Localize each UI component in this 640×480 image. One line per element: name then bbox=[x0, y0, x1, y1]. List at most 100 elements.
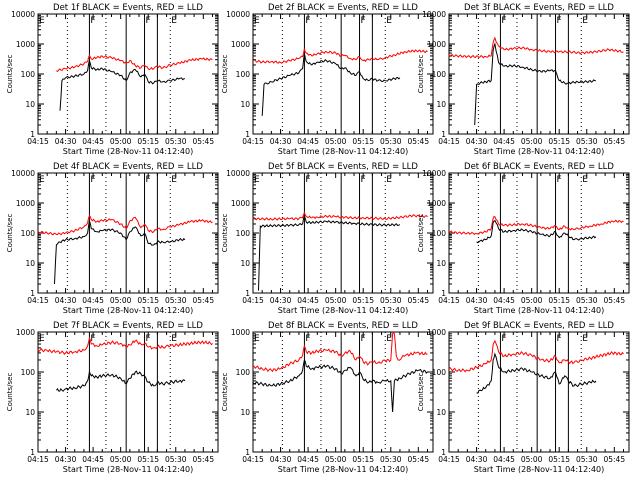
y-tick-label: 1000 bbox=[427, 199, 446, 208]
events-series-line bbox=[474, 42, 596, 126]
x-tick-label: 04:45 bbox=[493, 137, 515, 146]
lld-series-line bbox=[37, 214, 213, 236]
y-tick-label: 100 bbox=[432, 70, 447, 79]
x-tick-label: 04:15 bbox=[27, 137, 49, 146]
y-tick-label: 1 bbox=[441, 448, 446, 457]
y-tick-label: 1000 bbox=[427, 40, 446, 49]
y-axis-label: Counts/sec bbox=[6, 55, 14, 94]
y-tick-label: 10 bbox=[240, 259, 250, 268]
region-label: F bbox=[557, 175, 562, 185]
y-axis-label: Counts/sec bbox=[221, 373, 229, 412]
x-tick-label: 04:15 bbox=[242, 296, 264, 305]
y-tick-label: 1 bbox=[245, 448, 250, 457]
chart-title: Det 5f BLACK = Events, RED = LLD bbox=[268, 162, 418, 172]
y-tick-label: 1000 bbox=[16, 40, 35, 49]
x-tick-label: 04:30 bbox=[270, 137, 292, 146]
region-label: F bbox=[90, 334, 95, 344]
y-tick-label: 10 bbox=[436, 408, 446, 417]
x-tick-label: 05:15 bbox=[137, 137, 159, 146]
x-tick-label: 04:15 bbox=[242, 455, 264, 464]
plot-frame bbox=[37, 331, 219, 453]
x-tick-label: 04:45 bbox=[297, 137, 319, 146]
x-tick-label: 04:30 bbox=[270, 455, 292, 464]
events-series-line bbox=[258, 213, 401, 291]
x-tick-label: 05:00 bbox=[521, 137, 543, 146]
y-tick-label: 1 bbox=[245, 289, 250, 298]
x-tick-label: 04:45 bbox=[82, 137, 104, 146]
y-axis-label: Counts/sec bbox=[221, 214, 229, 253]
y-tick-label: 10 bbox=[25, 408, 35, 417]
y-tick-label: 100 bbox=[236, 229, 251, 238]
lld-series-line bbox=[448, 36, 624, 59]
lld-series-line bbox=[56, 54, 213, 73]
x-tick-label: 05:45 bbox=[192, 296, 214, 305]
y-tick-label: 1000 bbox=[427, 328, 446, 337]
region-label: F bbox=[305, 175, 310, 185]
y-tick-label: 1 bbox=[441, 289, 446, 298]
plot-frame bbox=[252, 13, 434, 135]
x-tick-label: 04:45 bbox=[82, 455, 104, 464]
x-tick-label: 05:45 bbox=[603, 296, 625, 305]
region-label: F bbox=[501, 16, 506, 26]
y-tick-label: 10000 bbox=[11, 169, 35, 178]
lld-series-line bbox=[252, 48, 428, 64]
chart-panel: Det 3f BLACK = Events, RED = LLD F F E 1 10 10… bbox=[417, 3, 630, 156]
x-tick-label: 05:45 bbox=[603, 455, 625, 464]
x-tick-label: 04:15 bbox=[27, 296, 49, 305]
x-tick-label: 04:30 bbox=[55, 455, 77, 464]
region-label: F bbox=[361, 16, 366, 26]
y-tick-label: 10000 bbox=[422, 10, 446, 19]
chart-panel: Det 6f BLACK = Events, RED = LLD F F E 1 10 10… bbox=[417, 162, 630, 315]
x-tick-label: 05:00 bbox=[325, 455, 347, 464]
region-label: F bbox=[557, 16, 562, 26]
chart-title: Det 3f BLACK = Events, RED = LLD bbox=[464, 3, 614, 13]
x-tick-label: 05:15 bbox=[548, 296, 570, 305]
y-axis-label: Counts/sec bbox=[6, 214, 14, 253]
region-label: F bbox=[305, 16, 310, 26]
lld-series-line bbox=[37, 336, 213, 355]
region-label: F bbox=[305, 334, 310, 344]
region-label: F bbox=[90, 16, 95, 26]
lld-series-line bbox=[252, 211, 428, 221]
events-series-line bbox=[59, 58, 185, 111]
region-label: F bbox=[501, 334, 506, 344]
chart-title: Det 6f BLACK = Events, RED = LLD bbox=[464, 162, 614, 172]
y-tick-label: 1000 bbox=[16, 328, 35, 337]
x-tick-label: 05:00 bbox=[521, 455, 543, 464]
y-tick-label: 10000 bbox=[422, 169, 446, 178]
region-label: F bbox=[361, 334, 366, 344]
x-axis-label: Start Time (28-Nov-11 04:12:40) bbox=[474, 465, 604, 474]
y-tick-label: 1 bbox=[30, 130, 35, 139]
x-tick-label: 04:30 bbox=[466, 455, 488, 464]
events-series-line bbox=[56, 370, 186, 392]
plot-frame bbox=[448, 331, 630, 453]
y-tick-label: 10 bbox=[240, 100, 250, 109]
x-tick-label: 05:45 bbox=[192, 455, 214, 464]
y-tick-label: 10000 bbox=[226, 10, 250, 19]
region-label: F bbox=[146, 334, 151, 344]
plot-frame bbox=[252, 331, 434, 453]
chart-title: Det 1f BLACK = Events, RED = LLD bbox=[53, 3, 203, 13]
y-tick-label: 1 bbox=[30, 289, 35, 298]
x-axis-label: Start Time (28-Nov-11 04:12:40) bbox=[63, 306, 193, 315]
x-axis-label: Start Time (28-Nov-11 04:12:40) bbox=[278, 306, 408, 315]
lld-series-line bbox=[253, 331, 428, 373]
plot-frame bbox=[448, 13, 630, 135]
x-tick-label: 05:15 bbox=[548, 137, 570, 146]
x-tick-label: 05:15 bbox=[548, 455, 570, 464]
chart-panel: Det 8f BLACK = Events, RED = LLD E F F E 1 10 1… bbox=[221, 321, 434, 474]
region-label: F bbox=[361, 175, 366, 185]
x-tick-label: 05:45 bbox=[192, 137, 214, 146]
region-label: E bbox=[386, 175, 392, 185]
chart-title: Det 9f BLACK = Events, RED = LLD bbox=[464, 321, 614, 331]
y-axis-label: Counts/sec bbox=[6, 373, 14, 412]
y-tick-label: 100 bbox=[432, 368, 447, 377]
region-label: E bbox=[171, 16, 177, 26]
y-tick-label: 1000 bbox=[231, 40, 250, 49]
chart-title: Det 2f BLACK = Events, RED = LLD bbox=[268, 3, 418, 13]
region-label: F bbox=[146, 175, 151, 185]
x-axis-label: Start Time (28-Nov-11 04:12:40) bbox=[63, 147, 193, 156]
x-tick-label: 04:45 bbox=[493, 455, 515, 464]
y-axis-label: Counts/sec bbox=[417, 373, 425, 412]
region-label: F bbox=[90, 175, 95, 185]
